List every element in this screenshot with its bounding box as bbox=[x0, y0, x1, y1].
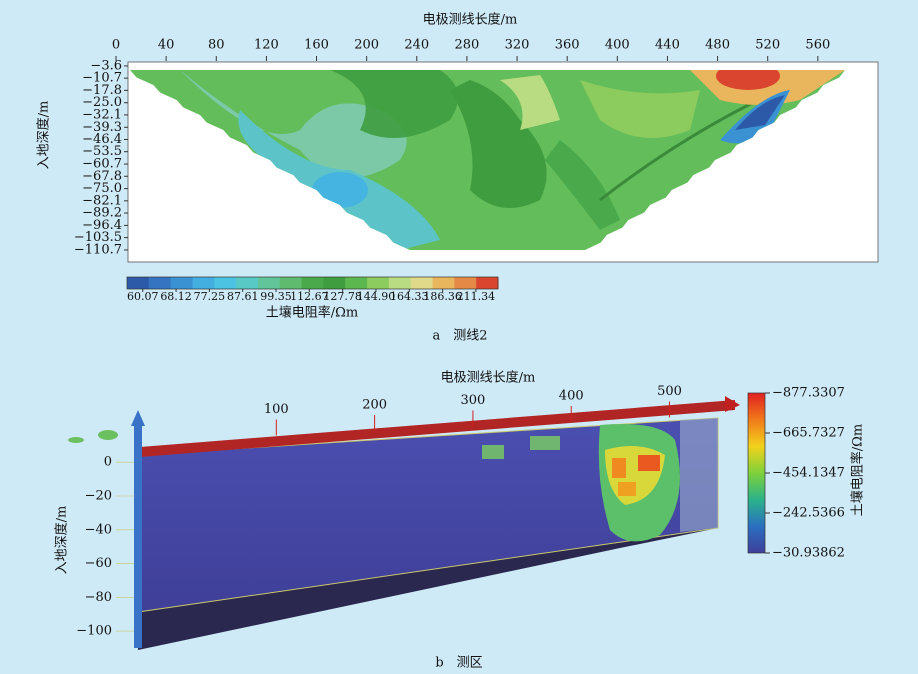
x-tick-label: 200 bbox=[362, 398, 387, 413]
x-tick-label: 520 bbox=[755, 38, 780, 53]
colorbar-band bbox=[236, 277, 259, 289]
x-tick-label: 120 bbox=[254, 38, 279, 53]
x-axis-label: 电极测线长度/m bbox=[441, 370, 536, 386]
colorbar-tick-label: 211.34 bbox=[457, 290, 496, 303]
y-tick-label: −100 bbox=[76, 624, 112, 639]
colorbar-tick-label: −30.93862 bbox=[772, 546, 845, 561]
colorbar-band bbox=[345, 277, 368, 289]
colorbar-label: 土壤电阻率/Ωm bbox=[266, 305, 359, 321]
colorbar-tick-label: 112.67 bbox=[290, 290, 329, 303]
x-tick-label: 560 bbox=[805, 38, 830, 53]
resistivity-volume bbox=[68, 396, 740, 650]
colorbar-band bbox=[367, 277, 390, 289]
colorbar-tick-label: −242.5366 bbox=[772, 506, 845, 521]
y-tick-label: −110.7 bbox=[74, 242, 122, 257]
x-tick-label: 320 bbox=[505, 38, 530, 53]
colorbar-tick-label: 99.35 bbox=[260, 290, 292, 303]
colorbar-tick-label: 77.25 bbox=[194, 290, 226, 303]
y-tick-label: −46.4 bbox=[82, 132, 122, 147]
colorbar-tick-label: 127.78 bbox=[323, 290, 362, 303]
y-axis-label: 入地深度/m bbox=[36, 101, 52, 170]
x-tick-label: 200 bbox=[354, 38, 379, 53]
colorbar bbox=[747, 392, 766, 554]
colorbar-tick-label: 164.33 bbox=[390, 290, 429, 303]
y-tick-label: −60.7 bbox=[82, 157, 122, 172]
colorbar-tick-label: 144.90 bbox=[357, 290, 396, 303]
y-axis-label: 入地深度/m bbox=[54, 506, 70, 575]
colorbar-band bbox=[192, 277, 215, 289]
colorbar-band bbox=[127, 277, 150, 289]
x-tick-label: 480 bbox=[705, 38, 730, 53]
colorbar-band bbox=[214, 277, 237, 289]
y-tick-label: −82.1 bbox=[82, 193, 122, 208]
x-tick-label: 40 bbox=[158, 38, 175, 53]
colorbar-frame bbox=[126, 276, 499, 290]
y-tick-label: −25.0 bbox=[82, 95, 122, 110]
y-tick-label: −17.8 bbox=[82, 83, 122, 98]
x-tick-label: 100 bbox=[264, 402, 289, 417]
y-tick-label: −89.2 bbox=[82, 206, 122, 221]
colorbar-tick-label: 186.36 bbox=[423, 290, 462, 303]
x-tick-label: 80 bbox=[208, 38, 225, 53]
colorbar-band bbox=[454, 277, 477, 289]
colorbar-tick-label: −877.3307 bbox=[772, 386, 845, 401]
caption: b 测区 bbox=[435, 656, 482, 671]
colorbar-band bbox=[476, 277, 499, 289]
colorbar-band bbox=[148, 277, 172, 289]
y-tick-label: 0 bbox=[104, 455, 112, 470]
x-tick-label: 0 bbox=[112, 38, 120, 53]
y-tick-label: −39.3 bbox=[82, 120, 122, 135]
y-tick-label: −3.6 bbox=[90, 58, 122, 73]
colorbar-band bbox=[301, 277, 324, 289]
x-tick-label: 280 bbox=[455, 38, 480, 53]
colorbar-band bbox=[432, 277, 455, 289]
x-tick-label: 440 bbox=[655, 38, 680, 53]
y-tick-label: −40 bbox=[85, 522, 112, 537]
colorbar-band bbox=[257, 277, 281, 289]
colorbar-label: 土壤电阻率/Ωm bbox=[850, 424, 866, 517]
colorbar-tick-label: 87.61 bbox=[227, 290, 259, 303]
y-tick-label: −32.1 bbox=[82, 107, 122, 122]
x-tick-label: 360 bbox=[555, 38, 580, 53]
y-tick-label: −53.5 bbox=[82, 144, 122, 159]
y-tick-label: −103.5 bbox=[74, 230, 122, 245]
y-tick-label: −75.0 bbox=[82, 181, 122, 196]
colorbar-tick-label: 60.07 bbox=[127, 290, 159, 303]
x-tick-label: 240 bbox=[404, 38, 429, 53]
colorbar-band bbox=[410, 277, 434, 289]
y-tick-label: −10.7 bbox=[82, 71, 122, 86]
x-tick-label: 400 bbox=[559, 389, 584, 404]
x-tick-label: 400 bbox=[605, 38, 630, 53]
y-tick-label: −96.4 bbox=[82, 218, 122, 233]
colorbar-band bbox=[323, 277, 346, 289]
colorbar-band bbox=[388, 277, 412, 289]
x-tick-label: 160 bbox=[304, 38, 329, 53]
x-tick-label: 300 bbox=[461, 393, 486, 408]
x-axis-label: 电极测线长度/m bbox=[423, 12, 518, 28]
colorbar-band bbox=[279, 277, 303, 289]
colorbar-tick-label: −454.1347 bbox=[772, 466, 845, 481]
y-tick-label: −60 bbox=[85, 556, 112, 571]
y-tick-label: −20 bbox=[85, 489, 112, 504]
y-tick-label: −67.8 bbox=[82, 169, 122, 184]
colorbar-tick-label: 68.12 bbox=[160, 290, 192, 303]
x-tick-label: 500 bbox=[657, 384, 682, 399]
caption: a 测线2 bbox=[432, 329, 487, 344]
colorbar-band bbox=[170, 277, 193, 289]
y-tick-label: −80 bbox=[85, 590, 112, 605]
colorbar-tick-label: −665.7327 bbox=[772, 426, 845, 441]
